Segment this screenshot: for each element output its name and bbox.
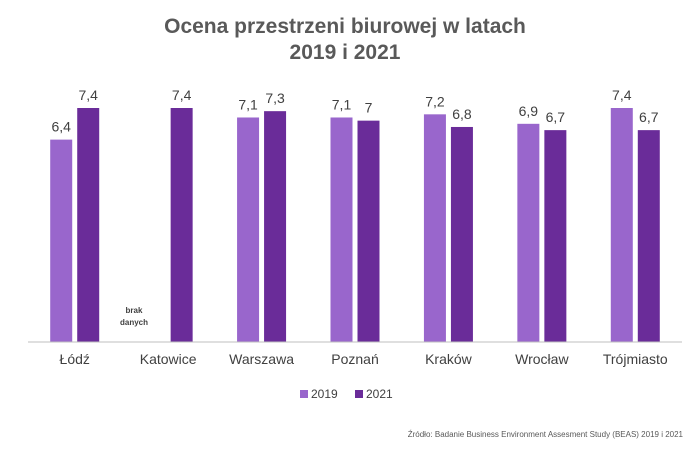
category-label-wroclaw: Wrocław [515, 351, 569, 367]
bar-warszawa-2021 [264, 111, 287, 342]
bar-lodz-2021 [77, 108, 100, 342]
value-label-wroclaw-2019: 6,9 [519, 103, 539, 119]
category-label-katowice: Katowice [140, 351, 197, 367]
legend: 2019 2021 [300, 387, 393, 401]
value-label-trojmiasto-2019: 7,4 [612, 87, 632, 103]
source-note: Źródło: Badanie Business Environment Ass… [408, 430, 684, 439]
bar-krakow-2019 [423, 114, 446, 342]
bar-trojmiasto-2019 [610, 108, 633, 342]
legend-label-2019: 2019 [311, 387, 338, 401]
category-label-krakow: Kraków [425, 351, 473, 367]
value-labels-group: 6,4 7,4 7,4 7,1 7,3 7,1 7 7,2 6,8 6,9 6,7 7,4 6,7 [51, 87, 658, 135]
bar-wroclaw-2019 [517, 123, 540, 342]
bar-lodz-2019 [50, 139, 73, 342]
bar-warszawa-2019 [237, 117, 260, 343]
missing-data-note-line-1: brak [126, 306, 143, 315]
value-label-krakow-2019: 7,2 [425, 93, 445, 109]
value-label-warszawa-2021: 7,3 [265, 90, 285, 106]
bars-group [50, 108, 660, 343]
chart-title-line-2: 2019 i 2021 [290, 41, 401, 64]
category-labels-group: Łódź Katowice Warszawa Poznań Kraków Wrocław T… [60, 351, 668, 367]
missing-data-note-line-2: danych [120, 318, 148, 327]
value-label-krakow-2021: 6,8 [452, 106, 472, 122]
value-label-katowice-2021: 7,4 [172, 87, 192, 103]
value-label-wroclaw-2021: 6,7 [546, 109, 566, 125]
legend-label-2021: 2021 [366, 387, 393, 401]
bar-krakow-2021 [450, 126, 473, 342]
value-label-warszawa-2019: 7,1 [238, 96, 258, 112]
value-label-poznan-2019: 7,1 [332, 96, 352, 112]
bar-katowice-2021 [170, 108, 193, 342]
value-label-trojmiasto-2021: 6,7 [639, 109, 659, 125]
category-label-trojmiasto: Trójmiasto [603, 351, 668, 367]
category-label-lodz: Łódź [60, 351, 90, 367]
bar-poznan-2019 [330, 117, 353, 343]
value-label-poznan-2021: 7 [365, 100, 373, 116]
value-label-lodz-2021: 7,4 [78, 87, 98, 103]
legend-swatch-2019 [300, 390, 308, 398]
bar-poznan-2021 [357, 120, 380, 342]
bar-trojmiasto-2021 [637, 130, 660, 342]
value-label-lodz-2019: 6,4 [51, 119, 71, 135]
chart-title-line-1: Ocena przestrzeni biurowej w latach [164, 15, 526, 38]
bar-wroclaw-2021 [544, 130, 567, 342]
category-label-warszawa: Warszawa [229, 351, 294, 367]
category-label-poznan: Poznań [331, 351, 378, 367]
legend-swatch-2021 [355, 390, 363, 398]
